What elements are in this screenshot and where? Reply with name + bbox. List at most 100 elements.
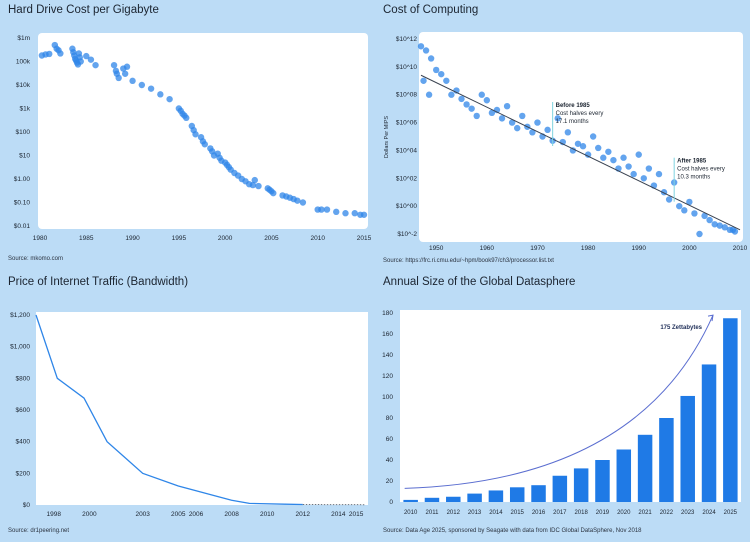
data-point (584, 151, 592, 158)
y-tick-label: $100 (16, 129, 31, 136)
y-tick-label: $10^00 (396, 203, 418, 210)
data-point (691, 210, 698, 217)
annotation-title: Before 1985 (556, 103, 591, 109)
growth-arrowhead (707, 314, 714, 322)
data-point (630, 170, 637, 178)
data-point (425, 91, 433, 98)
bar (573, 468, 589, 502)
data-point (166, 95, 173, 103)
x-tick-label: 2023 (681, 510, 695, 516)
x-tick-label: 2010 (310, 235, 325, 242)
data-point (534, 119, 541, 126)
data-point (157, 91, 164, 98)
data-point (123, 63, 131, 70)
panel-computing-cost: Cost of Computing $10^12 $10^10 $10^08 $10^… (375, 0, 750, 271)
y-tick-label: $1m (17, 35, 30, 42)
chart-title: Hard Drive Cost per Gigabyte (8, 4, 159, 16)
y-tick-label: $1,000 (10, 344, 30, 351)
bar (659, 418, 674, 502)
y-tick-label: $200 (16, 470, 31, 477)
data-point (192, 131, 199, 138)
bar (701, 364, 717, 502)
y-tick-label: 180 (382, 310, 393, 317)
y-tick-label: $1k (20, 106, 31, 113)
bar (509, 487, 525, 502)
data-point (696, 230, 703, 238)
y-tick-label: $1,200 (10, 312, 30, 319)
x-tick-label: 2020 (617, 510, 631, 516)
bar (403, 499, 418, 502)
x-tick-label: 2018 (574, 510, 588, 516)
data-point (333, 208, 340, 216)
data-point (183, 114, 190, 122)
y-tick-label: $1.00 (14, 176, 31, 183)
x-tick-label: 2005 (264, 235, 279, 242)
x-tick-label: 2003 (135, 511, 150, 518)
bar (595, 460, 610, 502)
data-point (625, 163, 632, 170)
data-point (620, 154, 627, 161)
data-point (544, 126, 551, 134)
data-point (115, 74, 122, 82)
x-tick-label: 1980 (33, 235, 48, 242)
y-tick-label: $10^08 (396, 92, 418, 99)
data-point (721, 224, 729, 231)
data-point (360, 211, 368, 218)
y-tick-label: 80 (386, 415, 394, 422)
data-point (711, 221, 718, 228)
data-point (83, 52, 90, 60)
x-tick-label: 2015 (357, 235, 372, 242)
data-point (57, 50, 64, 57)
x-tick-label: 1990 (125, 235, 140, 242)
y-tick-label: $10^06 (396, 120, 418, 127)
data-point (595, 144, 602, 152)
chart-source: Source: Data Age 2025, sponsored by Seag… (383, 528, 642, 534)
plot-area (36, 312, 368, 505)
x-tick-label: 2000 (82, 511, 97, 518)
data-point (589, 133, 597, 140)
x-tick-label: 2017 (553, 510, 567, 516)
chart-source: Source: dr1peering.net (8, 528, 70, 534)
y-tick-label: $10^-2 (397, 231, 417, 238)
x-tick-label: 2010 (733, 245, 748, 252)
series-line (35, 314, 303, 506)
chart-source: Source: https://frc.ri.cmu.edu/~hpm/book… (383, 258, 554, 264)
x-tick-label: 2025 (724, 510, 738, 516)
x-tick-label: 2012 (447, 510, 461, 516)
data-point (432, 66, 440, 74)
y-tick-label: $10^02 (396, 175, 418, 182)
data-point (514, 124, 521, 132)
x-tick-label: 1960 (480, 245, 495, 252)
data-point (251, 176, 258, 184)
y-tick-label: 100 (382, 394, 393, 401)
y-tick-label: $0.01 (14, 223, 31, 230)
y-tick-label: $0.10 (14, 200, 31, 207)
y-tick-label: $10k (16, 82, 31, 89)
annotation-text: Cost halves every (677, 167, 725, 173)
data-point (665, 196, 673, 203)
x-tick-label: 2022 (660, 510, 674, 516)
data-point (564, 129, 572, 136)
bar (424, 497, 440, 502)
data-point (422, 47, 430, 54)
chart-title: Annual Size of the Global Datasphere (383, 276, 576, 288)
y-tick-label: $0 (23, 502, 31, 509)
x-tick-label: 2024 (702, 510, 716, 516)
chart-title: Cost of Computing (383, 4, 479, 16)
data-point (46, 50, 53, 58)
data-point (270, 189, 277, 197)
x-tick-label: 2000 (682, 245, 697, 252)
data-point (635, 151, 642, 158)
data-point (554, 115, 561, 122)
x-tick-label: 2015 (511, 510, 525, 516)
data-point (498, 115, 506, 122)
data-point (488, 109, 496, 117)
y-axis-label: Dollars Per MIPS (384, 116, 390, 159)
annotation-title: After 1985 (677, 159, 707, 165)
y-tick-label: 160 (382, 331, 393, 338)
data-point (686, 198, 693, 206)
y-tick-label: 120 (382, 373, 393, 380)
data-point (468, 105, 475, 112)
data-point (318, 206, 325, 213)
x-tick-label: 2019 (596, 510, 610, 516)
